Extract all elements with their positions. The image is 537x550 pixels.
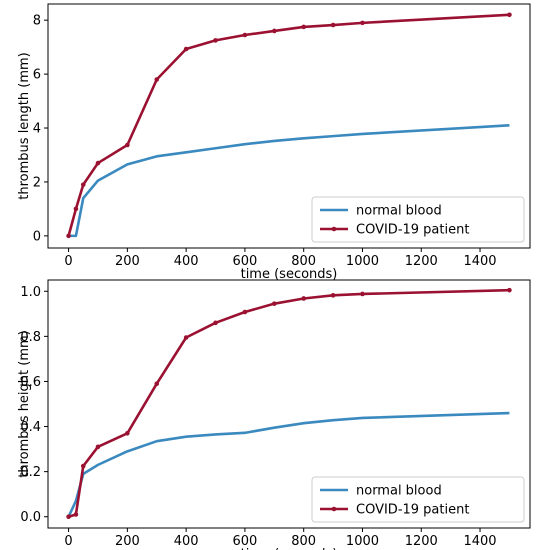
legend-box — [311, 476, 525, 523]
normal-series-line — [67, 411, 510, 518]
plot-area-frame — [47, 279, 531, 529]
x-tick-label: 800 — [291, 534, 316, 549]
legend: normal blood COVID-19 patient — [311, 196, 525, 243]
covid-data-point — [95, 160, 101, 166]
y-tick-label: 0.2 — [20, 465, 41, 480]
covid-data-point — [507, 287, 512, 293]
covid-data-point — [213, 38, 218, 43]
covid-data-point — [242, 309, 248, 315]
y-tick-label: 0.4 — [20, 420, 41, 435]
x-tick-label: 200 — [115, 534, 140, 549]
covid-data-point — [125, 431, 130, 436]
x-axis-label: time (seconds) — [241, 267, 338, 282]
x-tick-label: 1000 — [346, 254, 379, 269]
x-tick-label: 400 — [174, 254, 199, 269]
legend-marker — [331, 506, 337, 512]
covid-data-point — [301, 24, 306, 30]
covid-data-point — [213, 320, 218, 326]
covid-data-point — [66, 514, 71, 520]
y-tick-label: 0 — [33, 229, 41, 244]
covid-series-line — [67, 13, 510, 237]
x-tick-label: 0 — [64, 534, 72, 549]
covid-data-point — [73, 206, 79, 212]
x-tick-label: 600 — [233, 254, 258, 269]
thrombus-height-chart: 0 200 400 600 800 1000 1200 1400 0.0 0.2 0.4 0.6 0.8… — [17, 279, 531, 550]
legend-label: COVID-19 patient — [356, 503, 469, 518]
x-tick-label: 1400 — [463, 254, 496, 269]
covid-data-point — [183, 335, 189, 340]
x-tick-label: 800 — [291, 254, 316, 269]
legend-label: normal blood — [356, 204, 442, 219]
covid-data-point — [154, 77, 160, 82]
y-tick-label: 6 — [33, 68, 41, 83]
x-tick-label: 1400 — [463, 534, 496, 549]
y-axis-label: thrombus length (mm) — [17, 52, 32, 199]
covid-data-point — [242, 32, 248, 38]
y-tick-label: 0.0 — [20, 510, 41, 525]
covid-data-point — [507, 12, 512, 18]
x-tick-label: 0 — [64, 254, 72, 269]
covid-data-point — [95, 444, 101, 450]
covid-data-point — [183, 46, 189, 52]
x-tick-label: 400 — [174, 534, 199, 549]
y-tick-label: 8 — [33, 14, 41, 29]
y-tick-label: 0.6 — [20, 375, 41, 390]
legend: normal blood COVID-19 patient — [311, 476, 525, 523]
covid-data-point — [154, 381, 160, 387]
covid-data-point — [80, 463, 86, 469]
legend-marker — [331, 226, 337, 232]
covid-data-point — [272, 301, 277, 306]
legend-label: COVID-19 patient — [356, 223, 469, 238]
y-tick-label: 0.8 — [20, 330, 41, 345]
covid-data-point — [330, 293, 336, 298]
covid-data-point — [330, 22, 336, 28]
covid-data-point — [125, 142, 130, 148]
normal-series-line — [68, 124, 510, 238]
covid-data-point — [301, 296, 306, 301]
covid-data-point — [360, 291, 365, 297]
y-tick-label: 4 — [33, 122, 41, 137]
x-tick-label: 1000 — [346, 534, 379, 549]
x-axis-label: time (seconds) — [241, 547, 338, 550]
y-tick-label: 1.0 — [20, 285, 41, 300]
x-tick-label: 1200 — [405, 534, 438, 549]
covid-data-point — [272, 28, 277, 34]
x-tick-label: 200 — [115, 254, 140, 269]
y-tick-label: 2 — [33, 175, 41, 190]
covid-series-line — [68, 288, 510, 518]
y-axis-label: thrombus height (mm) — [17, 330, 32, 477]
plot-area-frame — [47, 3, 531, 249]
x-tick-label: 600 — [233, 534, 258, 549]
thrombus-length-chart: 0 200 400 600 800 1000 1200 1400 0 2 4 6 8 time (seco… — [17, 3, 531, 282]
covid-data-point — [73, 512, 79, 517]
covid-data-point — [360, 20, 365, 26]
legend-box — [311, 196, 525, 243]
legend-label: normal blood — [356, 484, 442, 499]
covid-data-point — [80, 182, 86, 187]
covid-data-point — [66, 233, 71, 239]
x-tick-label: 1200 — [405, 254, 438, 269]
